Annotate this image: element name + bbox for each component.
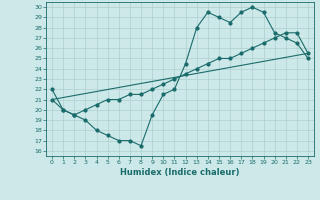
X-axis label: Humidex (Indice chaleur): Humidex (Indice chaleur) bbox=[120, 168, 240, 177]
